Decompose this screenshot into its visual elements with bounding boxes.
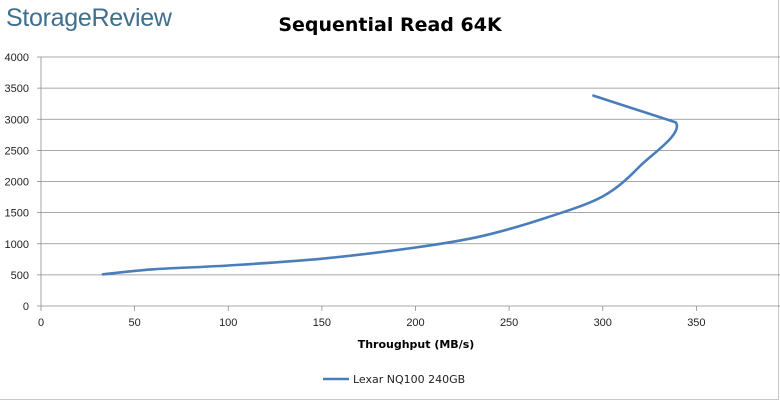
y-tick-label: 2500 [5, 145, 29, 157]
y-tick-label: 3500 [5, 83, 29, 95]
y-tick-label: 500 [11, 270, 29, 282]
data-point [592, 94, 594, 96]
x-tick-label: 100 [219, 317, 237, 329]
legend-label: Lexar NQ100 240GB [353, 373, 465, 386]
chart-title: Sequential Read 64K [278, 14, 502, 36]
data-point [152, 268, 154, 270]
data-point [321, 257, 323, 259]
y-tick-label: 0 [23, 301, 29, 313]
y-tick-label: 1000 [5, 239, 29, 251]
y-tick-label: 1500 [5, 208, 29, 220]
data-point [414, 246, 416, 248]
data-point [602, 195, 604, 197]
x-tick-label: 350 [687, 317, 705, 329]
series-line-0 [101, 94, 679, 276]
data-point [639, 165, 641, 167]
x-tick-label: 200 [406, 317, 424, 329]
data-point [675, 121, 677, 123]
y-tick-label: 3000 [5, 114, 29, 126]
x-tick-label: 50 [129, 317, 141, 329]
data-point [227, 264, 229, 266]
y-tick-label: 2000 [5, 177, 29, 189]
x-tick-label: 300 [594, 317, 612, 329]
x-tick-label: 150 [313, 317, 331, 329]
brand-logo: StorageReview [6, 4, 172, 32]
y-tick-label: 4000 [5, 52, 29, 64]
x-tick-label: 0 [38, 317, 44, 329]
data-point [480, 235, 482, 237]
x-axis-label: Throughput (MB/s) [358, 338, 475, 351]
x-tick-label: 250 [500, 317, 518, 329]
data-point [545, 216, 547, 218]
data-point [102, 273, 104, 275]
